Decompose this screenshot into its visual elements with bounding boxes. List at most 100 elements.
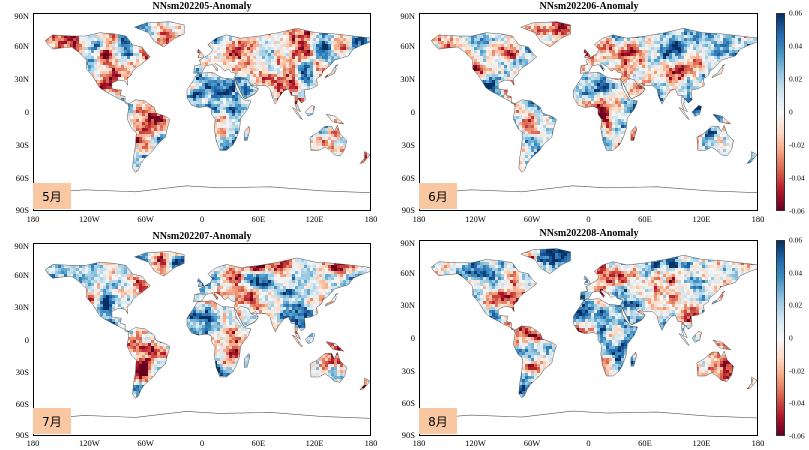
colorbar-tick-label: 0.04 — [789, 268, 802, 277]
colorbar-tick-label: -0.04 — [789, 174, 805, 183]
colorbar-tick-label: 0.06 — [789, 236, 802, 245]
lon-tick-label: 0 — [586, 438, 590, 448]
lat-tick-label: 0 — [389, 107, 415, 117]
coastline-antarctica — [34, 185, 370, 195]
coastline-africa — [186, 72, 252, 151]
colorbar — [776, 240, 785, 436]
lon-tick-label: 120W — [465, 214, 486, 224]
coastline-britain — [583, 275, 591, 285]
lon-tick-label: 180 — [752, 214, 765, 224]
coastline-new-guinea — [712, 113, 732, 125]
lon-tick-label: 0 — [200, 214, 204, 224]
coastline-sumatra — [678, 106, 690, 120]
anomaly-field — [45, 21, 370, 173]
anomaly-map — [420, 248, 757, 420]
coastline-madagascar — [630, 351, 637, 367]
colorbar-tick-label: -0.02 — [789, 141, 805, 150]
lat-tick-label: 60S — [389, 398, 415, 408]
coastline-arabia — [235, 77, 259, 99]
coastline-new-zealand — [359, 377, 370, 391]
coastline-indonesia-borneo — [304, 332, 315, 345]
lon-tick-label: 180 — [413, 214, 426, 224]
coastline-japan — [324, 64, 339, 79]
coastline-new-guinea — [325, 113, 345, 125]
lon-tick-label: 180 — [365, 438, 378, 448]
month-badge: 8月 — [419, 408, 457, 434]
lat-tick-label: 90N — [3, 241, 29, 251]
map-frame — [419, 240, 758, 436]
lat-tick-label: 60S — [3, 173, 29, 183]
month-badge: 7月 — [33, 408, 71, 434]
lat-tick-label: 60S — [389, 173, 415, 183]
anomaly-field — [431, 21, 757, 173]
lon-tick-label: 60W — [137, 214, 154, 224]
lat-tick-label: 30N — [3, 74, 29, 84]
map-frame — [33, 243, 371, 436]
coastline-new-guinea — [325, 341, 345, 352]
anomaly-field — [45, 251, 370, 399]
coastline-north-america — [430, 32, 538, 105]
colorbar-tick-label: 0 — [789, 108, 793, 117]
coastline-arabia — [235, 305, 259, 327]
coastline-europe-asia — [193, 257, 370, 341]
lat-tick-label: 90S — [389, 205, 415, 215]
lat-tick-label: 90N — [389, 11, 415, 21]
coastline-britain — [197, 277, 205, 288]
lon-tick-label: 120W — [79, 438, 100, 448]
lat-tick-label: 0 — [3, 107, 29, 117]
anomaly-map — [34, 21, 370, 195]
coastline-indonesia-borneo — [691, 105, 702, 117]
coastline-sumatra — [291, 334, 303, 348]
lat-tick-label: 30N — [389, 74, 415, 84]
lon-tick-label: 180 — [27, 214, 40, 224]
coastline-africa — [573, 298, 638, 377]
lon-tick-label: 120E — [306, 438, 324, 448]
lon-tick-label: 120E — [306, 214, 324, 224]
lat-tick-label: 90S — [3, 430, 29, 440]
panel-title: NNsm202206-Anomaly — [540, 1, 639, 12]
coastline-south-america — [126, 327, 171, 399]
coastline-antarctica — [420, 185, 757, 195]
lon-tick-label: 60E — [638, 214, 652, 224]
colorbar-tick-label: 0.02 — [789, 75, 802, 84]
colorbar-tick-label: 0.06 — [789, 9, 802, 18]
lat-tick-label: 0 — [389, 333, 415, 343]
map-frame — [419, 13, 758, 211]
lon-tick-label: 120E — [693, 438, 711, 448]
coastline-south-america — [126, 99, 171, 173]
colorbar-tick-label: 0 — [789, 334, 793, 343]
map-frame — [33, 13, 371, 211]
colorbar-tick-label: -0.02 — [789, 366, 805, 375]
coastline-australia — [696, 124, 734, 157]
lon-tick-label: 180 — [365, 214, 378, 224]
lon-tick-label: 60W — [524, 438, 541, 448]
coastline-japan — [324, 293, 339, 307]
coastline-madagascar — [630, 125, 637, 141]
coastline-indonesia-borneo — [304, 105, 315, 117]
coastline-arabia — [622, 303, 646, 326]
panel-title: NNsm202205-Anomaly — [153, 1, 252, 12]
lon-tick-label: 0 — [200, 438, 204, 448]
lon-tick-label: 120E — [693, 214, 711, 224]
coastline-africa — [186, 300, 252, 378]
month-badge: 6月 — [419, 183, 457, 209]
coastline-greenland — [133, 21, 185, 48]
lat-tick-label: 60S — [3, 399, 29, 409]
coastline-britain — [583, 48, 591, 59]
colorbar-tick-label: 0.02 — [789, 301, 802, 310]
lat-tick-label: 60N — [3, 270, 29, 280]
colorbar-tick-label: -0.06 — [789, 207, 805, 216]
coastline-arabia — [622, 77, 646, 99]
coastline-south-america — [512, 325, 557, 399]
coastline-europe-asia — [579, 28, 757, 113]
lat-tick-label: 90N — [389, 238, 415, 248]
coastline-new-zealand — [359, 151, 370, 165]
lon-tick-label: 180 — [752, 438, 765, 448]
lat-tick-label: 90S — [389, 430, 415, 440]
coastline-north-america — [44, 261, 151, 333]
lat-tick-label: 30S — [389, 366, 415, 376]
lon-tick-label: 120W — [465, 438, 486, 448]
panel-title: NNsm202208-Anomaly — [540, 228, 639, 239]
coastline-greenland — [133, 251, 185, 277]
lat-tick-label: 60N — [389, 268, 415, 278]
